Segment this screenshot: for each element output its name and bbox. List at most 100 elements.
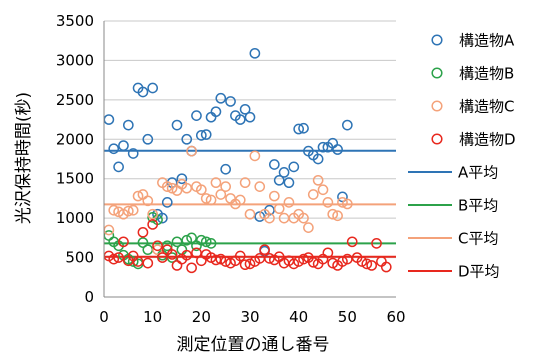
data-point <box>137 226 149 238</box>
data-point <box>181 234 193 246</box>
legend-label: D平均 <box>458 263 500 281</box>
y-tick-label: 3500 <box>56 12 94 30</box>
data-point <box>137 237 149 248</box>
data-point <box>341 198 353 210</box>
data-point <box>181 133 193 145</box>
y-tick-label: 1500 <box>56 170 94 188</box>
data-point <box>268 159 280 170</box>
data-point <box>186 232 197 244</box>
data-point <box>332 144 343 155</box>
data-point <box>337 191 348 203</box>
data-points <box>103 47 392 274</box>
data-point <box>337 197 348 208</box>
data-point <box>298 212 309 224</box>
data-point <box>327 208 339 220</box>
tick-labels: 0 500 1000 1500 2000 2500 3000 3500 0 10 20 30 40 50 6… <box>56 12 406 326</box>
data-point <box>191 247 202 259</box>
data-point <box>244 111 256 123</box>
x-tick-label: 60 <box>386 308 405 326</box>
data-point <box>249 150 261 162</box>
data-point <box>307 189 319 200</box>
data-point <box>371 238 382 249</box>
data-point <box>317 184 329 196</box>
data-point <box>273 174 285 186</box>
data-point <box>225 257 236 269</box>
legend-label: B平均 <box>458 197 498 215</box>
data-point <box>200 129 212 140</box>
data-point <box>361 258 373 270</box>
data-point <box>103 114 115 125</box>
axes <box>103 21 396 298</box>
data-point <box>293 123 305 135</box>
data-point <box>142 257 154 269</box>
data-point <box>317 141 329 153</box>
y-tick-label: 2500 <box>56 91 94 109</box>
data-point <box>278 167 290 178</box>
data-point <box>332 210 343 222</box>
data-point <box>210 254 222 266</box>
data-point <box>166 182 178 194</box>
data-point <box>239 177 251 189</box>
data-point <box>108 253 120 265</box>
data-point <box>380 261 392 273</box>
data-point <box>118 236 129 248</box>
data-point <box>239 103 251 115</box>
y-tick-label: 1000 <box>56 209 94 227</box>
data-point <box>181 182 193 194</box>
data-point <box>205 252 217 263</box>
legend-marker <box>431 100 443 112</box>
data-point <box>186 145 197 157</box>
y-tick-label: 0 <box>84 288 94 306</box>
data-point <box>264 253 275 264</box>
data-point <box>191 110 202 121</box>
legend-marker <box>431 67 443 79</box>
data-point <box>341 253 353 265</box>
legend-label: A平均 <box>458 164 498 182</box>
data-point <box>346 236 358 248</box>
data-point <box>200 236 212 248</box>
data-point <box>147 212 159 223</box>
data-point <box>220 163 232 175</box>
data-point <box>122 119 134 131</box>
data-point <box>103 224 115 236</box>
data-point <box>181 249 193 261</box>
legend-label: 構造物D <box>459 131 516 149</box>
data-point <box>249 47 261 59</box>
data-point <box>195 129 207 141</box>
data-point <box>161 181 173 192</box>
data-point <box>225 193 236 204</box>
data-point <box>132 190 144 202</box>
y-tick-label: 3000 <box>56 51 94 69</box>
data-point <box>215 189 227 200</box>
data-point <box>176 173 188 185</box>
data-point <box>293 256 305 267</box>
data-point <box>132 256 144 267</box>
data-point <box>113 252 124 263</box>
data-point <box>195 234 207 246</box>
data-point <box>122 205 134 217</box>
y-tick-label: 2000 <box>56 130 94 148</box>
data-point <box>273 203 285 215</box>
data-point <box>259 244 270 256</box>
data-point <box>210 177 222 189</box>
data-point <box>244 208 256 220</box>
data-point <box>205 238 217 249</box>
data-point <box>234 250 246 262</box>
data-point <box>337 256 348 267</box>
data-point <box>376 256 387 267</box>
data-point <box>288 161 300 173</box>
data-point <box>341 119 353 131</box>
data-point <box>118 140 129 151</box>
data-point <box>264 212 275 224</box>
data-point <box>147 208 159 220</box>
legend-marker <box>431 133 443 145</box>
y-axis-title: 光沢保持時間(秒) <box>14 92 34 224</box>
x-tick-label: 30 <box>240 308 259 326</box>
data-point <box>215 92 227 104</box>
data-point <box>205 194 217 206</box>
legend: 構造物A 構造物B 構造物C 構造物D A平均 B平均 C平均 D平均 <box>408 32 516 281</box>
data-point <box>147 82 159 94</box>
data-point <box>234 114 246 125</box>
data-point <box>288 258 300 270</box>
